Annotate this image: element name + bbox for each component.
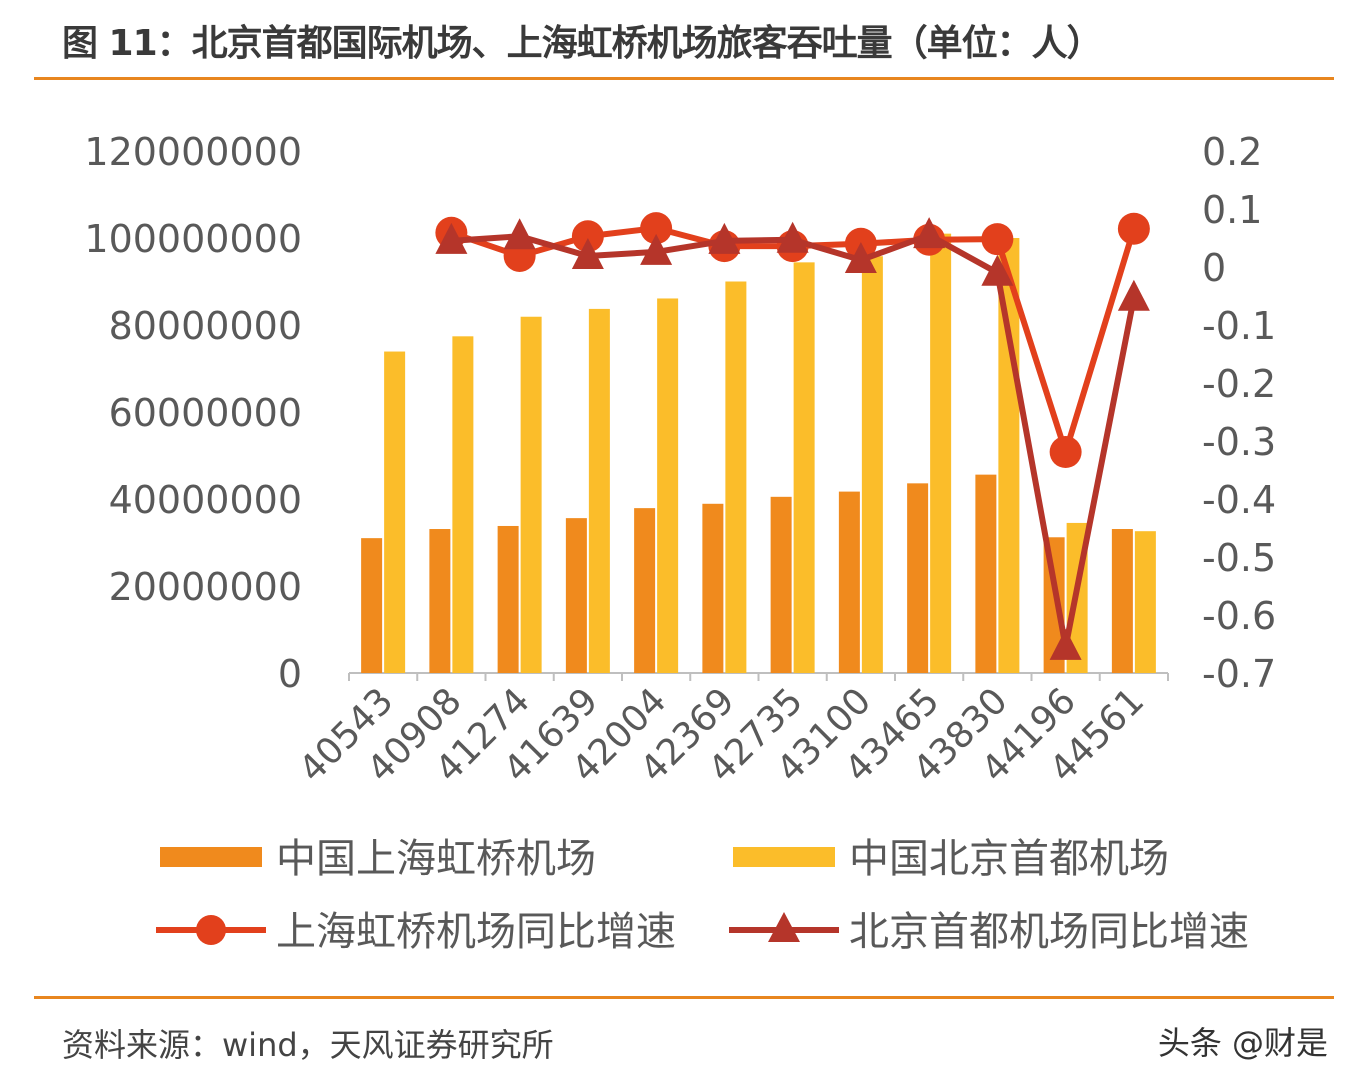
y-left-tick: 20000000	[109, 565, 302, 609]
marker-circle	[1117, 212, 1150, 245]
y-right-tick: -0.6	[1202, 594, 1276, 638]
bar-beijing	[520, 316, 542, 673]
bar-shanghai	[361, 538, 383, 673]
y-right-tick: -0.5	[1202, 536, 1276, 580]
bar-shanghai	[634, 508, 656, 673]
bar-shanghai	[838, 491, 860, 673]
marker-triangle	[981, 254, 1014, 286]
bar-shanghai	[565, 518, 587, 673]
bar-beijing	[1134, 531, 1156, 673]
legend-marker-circle	[196, 915, 226, 945]
bar-beijing	[452, 336, 474, 673]
y-left-tick: 0	[278, 652, 302, 696]
y-right-tick: -0.2	[1202, 362, 1276, 406]
bar-beijing	[998, 238, 1020, 673]
marker-circle	[981, 223, 1014, 256]
bar-shanghai	[975, 474, 997, 673]
legend-marker-triangle	[768, 912, 800, 942]
marker-circle	[571, 220, 604, 253]
marker-triangle	[708, 222, 741, 254]
bar-shanghai	[770, 496, 792, 673]
legend-label: 中国上海虹桥机场	[276, 836, 596, 882]
y-right-tick: 0.2	[1202, 130, 1262, 174]
bar-beijing	[657, 298, 679, 673]
marker-triangle	[1117, 279, 1150, 311]
y-left-tick: 60000000	[109, 391, 302, 435]
y-left-tick: 100000000	[84, 217, 302, 261]
y-right-tick: -0.7	[1202, 652, 1276, 696]
bar-beijing	[725, 281, 747, 673]
y-right-tick: -0.3	[1202, 420, 1276, 464]
bar-shanghai	[1111, 529, 1133, 673]
legend-swatch	[733, 847, 835, 867]
y-right-tick: 0	[1202, 246, 1226, 290]
y-left-tick: 40000000	[109, 478, 302, 522]
bar-shanghai	[907, 483, 929, 673]
legend-label: 中国北京首都机场	[849, 836, 1169, 882]
chart: 0 20000000 40000000 60000000 80000000 1000000…	[84, 130, 1276, 955]
marker-triangle	[640, 233, 673, 265]
marker-circle	[640, 212, 673, 245]
y-left-tick: 80000000	[109, 304, 302, 348]
bar-shanghai	[497, 525, 519, 673]
bottom-divider	[34, 996, 1334, 999]
marker-triangle	[1049, 628, 1082, 660]
bar-beijing	[930, 233, 952, 673]
legend-label: 北京首都机场同比增速	[849, 909, 1249, 955]
y-right-tick: -0.1	[1202, 304, 1276, 348]
marker-triangle	[503, 218, 536, 250]
marker-triangle	[776, 221, 809, 253]
bar-beijing	[588, 308, 610, 673]
marker-triangle	[435, 222, 468, 254]
bar-beijing	[793, 262, 815, 673]
chart-title: 图 11：北京首都国际机场、上海虹桥机场旅客吞吐量（单位：人）	[62, 23, 1103, 64]
y-right-tick: 0.1	[1202, 188, 1262, 232]
marker-triangle	[571, 237, 604, 269]
watermark: 头条 @财是	[1157, 1024, 1328, 1062]
y-right-tick: -0.4	[1202, 478, 1276, 522]
bar-beijing	[861, 256, 883, 673]
bar-beijing	[384, 351, 406, 673]
legend-label: 上海虹桥机场同比增速	[276, 909, 676, 955]
top-divider	[34, 77, 1334, 80]
source-note: 资料来源：wind，天风证券研究所	[62, 1026, 554, 1064]
marker-circle	[1049, 436, 1082, 469]
bar-shanghai	[702, 503, 724, 673]
line-beijing-growth	[451, 232, 1137, 650]
marker-triangle	[913, 217, 946, 249]
y-left-tick: 120000000	[84, 130, 302, 174]
marker-triangle	[844, 242, 877, 274]
legend-swatch	[160, 847, 262, 867]
bar-shanghai	[429, 529, 451, 673]
